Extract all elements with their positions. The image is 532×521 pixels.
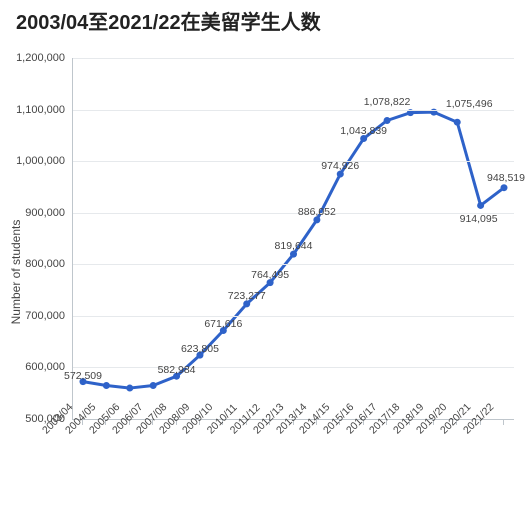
- grid-line: [73, 161, 514, 162]
- y-tick-label: 1,200,000: [16, 52, 65, 64]
- line-series: [73, 58, 514, 419]
- y-tick-label: 600,000: [25, 361, 65, 373]
- chart-body: Number of students 500,000600,000700,000…: [8, 52, 524, 492]
- y-tick-label: 900,000: [25, 207, 65, 219]
- grid-line: [73, 264, 514, 265]
- grid-line: [73, 213, 514, 214]
- x-tick-mark: [503, 420, 504, 425]
- grid-line: [73, 58, 514, 59]
- y-tick-label: 700,000: [25, 310, 65, 322]
- grid-line: [73, 110, 514, 111]
- y-tick-label: 800,000: [25, 258, 65, 270]
- chart-plot-area: 500,000600,000700,000800,000900,0001,000…: [72, 58, 514, 420]
- x-axis-ticks: 2003/042004/052005/062006/072007/082008/…: [72, 420, 514, 492]
- y-tick-label: 1,000,000: [16, 155, 65, 167]
- chart-card: 2003/04至2021/22在美留学生人数 Number of student…: [0, 0, 532, 521]
- grid-line: [73, 316, 514, 317]
- y-axis-label: Number of students: [9, 220, 23, 325]
- chart-title: 2003/04至2021/22在美留学生人数: [0, 0, 532, 42]
- grid-line: [73, 367, 514, 368]
- y-tick-label: 1,100,000: [16, 104, 65, 116]
